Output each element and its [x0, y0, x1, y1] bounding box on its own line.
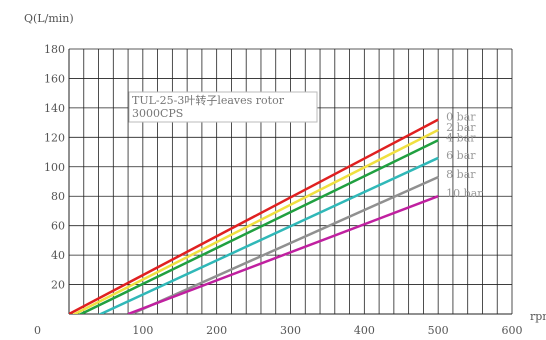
- origin-label: 0: [34, 324, 41, 337]
- x-tick-label: 600: [502, 324, 523, 337]
- y-tick-label: 20: [51, 279, 65, 292]
- series-line: [97, 156, 439, 314]
- series-lines: [69, 118, 439, 314]
- grid: [69, 48, 513, 314]
- series-label: 0 bar: [446, 111, 476, 124]
- series-line: [78, 139, 439, 314]
- series-line: [72, 128, 439, 314]
- y-tick-label: 180: [44, 43, 65, 56]
- series-label: 2 bar: [446, 121, 476, 134]
- y-tick-label: 140: [44, 102, 65, 115]
- y-tick-label: 40: [51, 249, 65, 262]
- x-tick-label: 200: [206, 324, 227, 337]
- annotation-line-2: 3000CPS: [132, 107, 183, 120]
- axes: 20 40 60 80 100 120 140 160 180 100 200 300 400 500 60…: [44, 43, 523, 337]
- series-label: 8 bar: [446, 168, 476, 181]
- series-line: [127, 195, 439, 314]
- series-label: 4 bar: [446, 131, 476, 144]
- annotation-box: TUL-25-3叶转子leaves rotor 3000CPS: [128, 91, 318, 123]
- y-tick-label: 100: [44, 161, 65, 174]
- x-tick-label: 100: [132, 324, 153, 337]
- x-tick-label: 300: [280, 324, 301, 337]
- series-label: 10 bar: [446, 187, 483, 200]
- x-tick-label: 400: [354, 324, 375, 337]
- x-tick-label: 500: [428, 324, 449, 337]
- y-axis-title: Q(L/min): [24, 12, 74, 25]
- y-tick-label: 160: [44, 72, 65, 85]
- y-tick-label: 80: [51, 190, 65, 203]
- y-tick-label: 60: [51, 220, 65, 233]
- series-label: 6 bar: [446, 149, 476, 162]
- x-axis-title: rpm: [530, 310, 546, 323]
- series-line: [128, 175, 439, 314]
- y-tick-label: 120: [44, 131, 65, 144]
- series-line: [69, 118, 439, 314]
- annotation-line-1: TUL-25-3叶转子leaves rotor: [132, 93, 285, 107]
